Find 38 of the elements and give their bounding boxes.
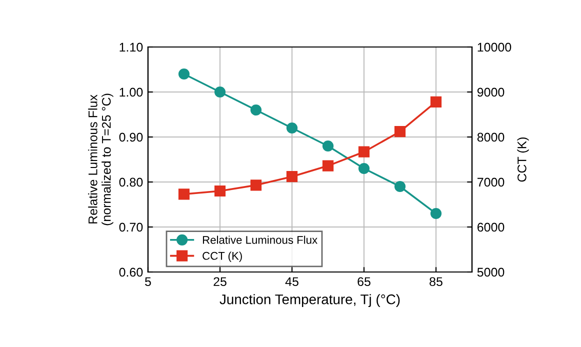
y-tick-label: 0.60: [119, 268, 143, 277]
point: [214, 86, 226, 98]
y2-tick-label: 9000: [477, 88, 504, 97]
x-tick-label: 5: [145, 277, 151, 286]
x-tick-label: 85: [430, 277, 442, 286]
point: [430, 208, 442, 220]
point: [322, 160, 334, 172]
point: [250, 104, 262, 116]
x-tick-label: 45: [285, 277, 298, 286]
x-tick-label: 25: [214, 277, 226, 286]
y-tick-label: 1.00: [120, 88, 143, 97]
point: [430, 96, 442, 108]
y-tick-label: 0.80: [119, 178, 143, 187]
point: [358, 162, 370, 174]
y2-tick-label: 6000: [477, 222, 504, 232]
y2-axis-title: CCT (K): [517, 137, 529, 182]
point: [358, 146, 370, 158]
point: [394, 180, 406, 192]
legend-label: CCT (K): [202, 252, 242, 262]
point: [178, 68, 190, 80]
y-tick-label: 0.90: [119, 132, 143, 142]
point: [214, 185, 226, 197]
point: [322, 140, 334, 152]
x-tick-label: 65: [358, 277, 370, 286]
point: [394, 126, 406, 138]
point: [286, 171, 298, 182]
y-tick-label: 0.70: [119, 222, 143, 232]
point: [178, 188, 190, 200]
y-tick-label: 1.10: [120, 42, 143, 52]
y2-tick-label: 10000: [478, 42, 512, 52]
y2-tick-label: 7000: [478, 178, 504, 187]
y2-tick-label: 5000: [477, 268, 504, 277]
y2-tick-label: 8000: [477, 132, 504, 142]
legend-label: Relative Luminous Flux: [202, 236, 318, 244]
point: [250, 180, 262, 191]
x-axis-title: Junction Temperature, Tj (°C): [220, 294, 400, 308]
point: [286, 122, 298, 134]
y-axis-title: Relative Luminous Flux (normalized to T=25 °C): [88, 94, 114, 226]
